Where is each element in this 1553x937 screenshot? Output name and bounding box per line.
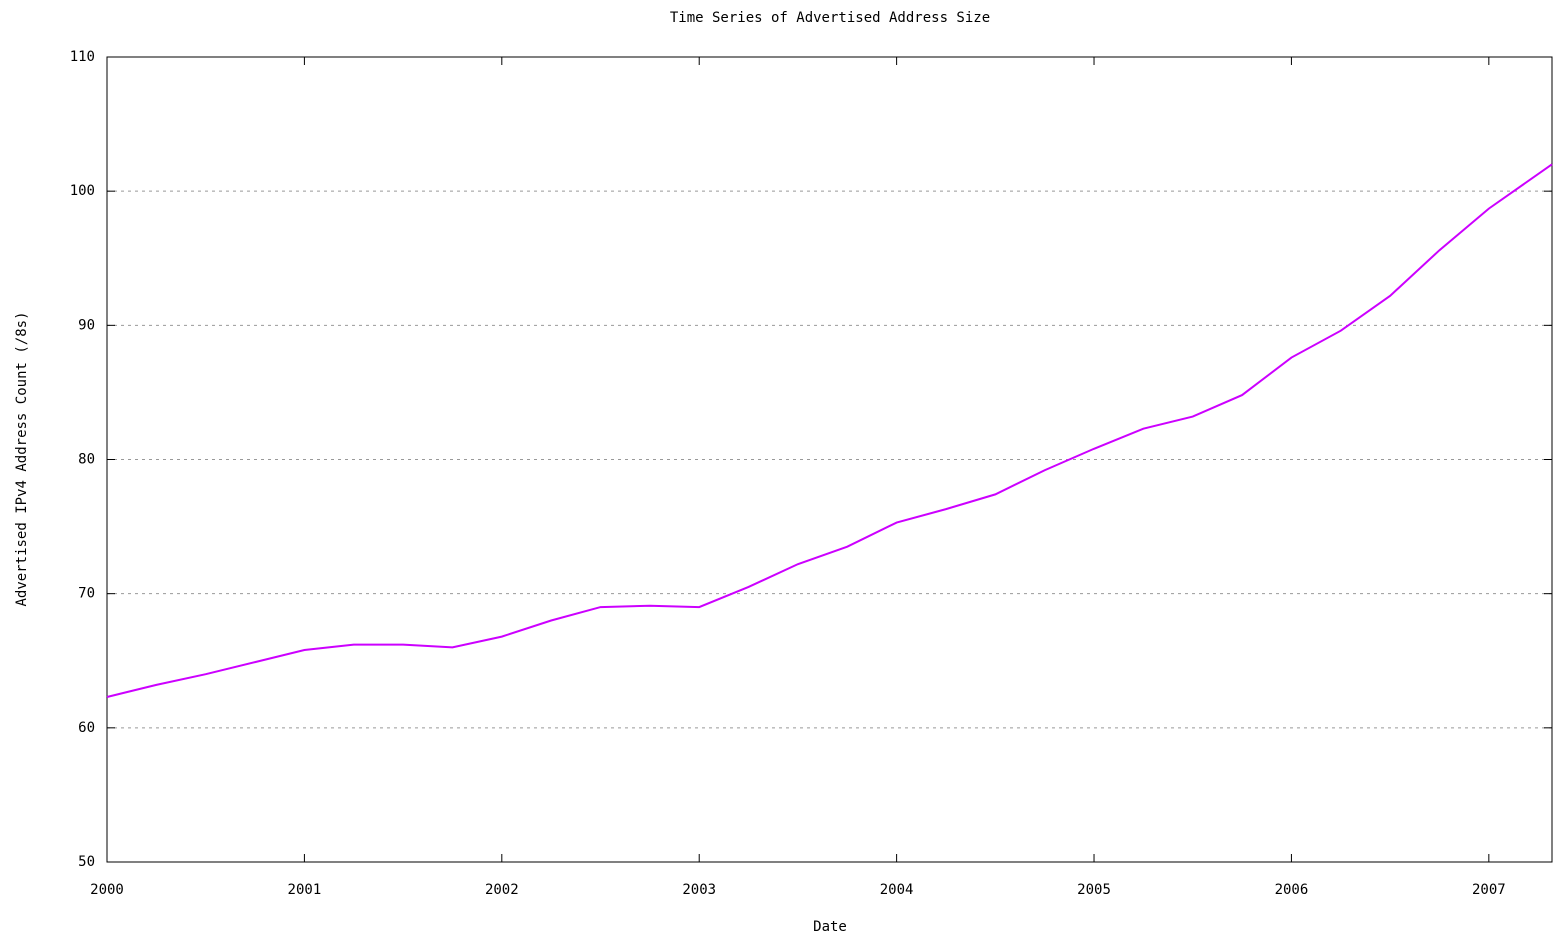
x-tick-label: 2001 — [288, 882, 322, 898]
y-tick-label: 50 — [78, 854, 95, 870]
chart-title: Time Series of Advertised Address Size — [670, 10, 990, 26]
x-tick-label: 2000 — [90, 882, 124, 898]
y-tick-label: 100 — [70, 183, 95, 199]
x-tick-label: 2006 — [1275, 882, 1309, 898]
y-tick-label: 90 — [78, 317, 95, 333]
y-tick-label: 60 — [78, 720, 95, 736]
y-tick-label: 70 — [78, 586, 95, 602]
x-tick-label: 2004 — [880, 882, 914, 898]
line-series — [106, 163, 1553, 698]
y-tick-label: 110 — [70, 49, 95, 65]
x-tick-label: 2003 — [682, 882, 716, 898]
plot-frame — [106, 56, 1553, 863]
x-axis-label: Date — [813, 919, 847, 935]
x-tick-label: 2005 — [1077, 882, 1111, 898]
x-tick-label: 2007 — [1472, 882, 1506, 898]
x-tick-label: 2002 — [485, 882, 519, 898]
y-axis-label: Advertised IPv4 Address Count (/8s) — [14, 311, 30, 606]
y-tick-label: 80 — [78, 452, 95, 468]
